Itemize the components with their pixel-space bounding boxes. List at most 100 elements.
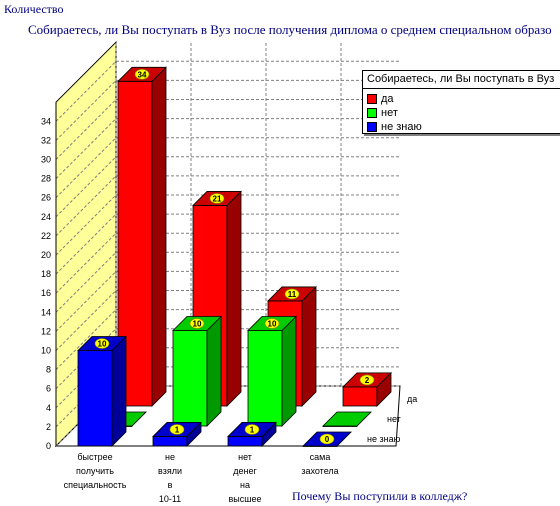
y-tick-label: 20 [41, 250, 51, 260]
data-label-bubble [94, 338, 110, 349]
data-label-bubble [319, 433, 335, 445]
category-label: высшее [229, 494, 262, 504]
legend-item-ne-znayu: не знаю [367, 121, 422, 135]
data-label: 11 [288, 290, 297, 299]
bar-side [226, 190, 242, 407]
gridline-side [55, 232, 117, 294]
x-axis-title: Почему Вы поступили в колледж? [292, 489, 468, 503]
data-label: 2 [365, 376, 370, 385]
data-label: 0 [325, 435, 330, 444]
bar-top [322, 411, 372, 427]
bar-side [206, 315, 222, 427]
legend-label: да [381, 93, 394, 105]
gridline-side [55, 213, 117, 275]
depth-label: да [407, 394, 417, 404]
data-label: 10 [98, 340, 107, 349]
data-label: 10 [268, 320, 277, 329]
y-tick-label: 26 [41, 193, 51, 203]
data-label-bubble [359, 374, 375, 386]
gridline-side [55, 290, 117, 351]
bar-side [301, 285, 317, 407]
gridline-side [55, 60, 117, 122]
chart-title: Собираетесь, ли Вы поступать в Вуз после… [28, 22, 552, 37]
data-label-bubble [209, 193, 225, 204]
legend-swatch-red [367, 94, 377, 105]
legend-label: не знаю [381, 121, 422, 133]
gridline-side [55, 99, 117, 160]
y-tick-label: 8 [46, 365, 51, 375]
data-label: 10 [193, 320, 202, 329]
bar-front [172, 330, 208, 427]
y-tick-label: 30 [41, 155, 51, 165]
gridline-side [55, 156, 117, 218]
category-label: не [165, 452, 175, 462]
data-label: 21 [213, 194, 222, 203]
y-tick-label: 12 [41, 326, 51, 336]
y-tick-label: 16 [41, 288, 51, 298]
bar-front [152, 436, 188, 447]
category-label: в [168, 480, 173, 490]
y-tick-label: 6 [46, 384, 51, 394]
depth-label: не знаю [367, 434, 401, 444]
data-label-bubble [264, 318, 280, 329]
data-label-bubble [189, 318, 205, 329]
category-label: сама [310, 452, 331, 462]
y-tick-label: 22 [41, 231, 51, 241]
legend-swatch-green [367, 108, 377, 119]
bar-не-знаю-0 [77, 335, 127, 447]
gridline-side [55, 251, 117, 313]
bar-нет-3 [322, 411, 372, 427]
bar-нет-2 [247, 315, 297, 427]
category-label: нет [238, 452, 252, 462]
y-tick-label: 18 [41, 269, 51, 279]
bar-side [111, 335, 127, 447]
y-tick-label: 10 [41, 346, 51, 356]
y-tick-label: 0 [46, 441, 51, 451]
data-label: 1 [175, 425, 180, 434]
data-label: 1 [250, 425, 255, 434]
bar-да-3 [342, 371, 392, 407]
bar-front [247, 330, 283, 427]
category-label: получить [76, 466, 114, 476]
legend-label: нет [381, 107, 398, 119]
bar-front [77, 350, 113, 447]
y-tick-label: 32 [41, 135, 51, 145]
bar-front [342, 386, 378, 407]
y-tick-label: 4 [46, 403, 51, 413]
y-tick-label: 24 [41, 212, 51, 222]
depth-label: нет [387, 414, 401, 424]
category-label: специальность [64, 480, 127, 490]
category-label: 10-11 [159, 494, 181, 504]
data-label: 34 [138, 70, 147, 79]
gridline-side [55, 309, 117, 370]
data-label-bubble [134, 69, 150, 80]
gridline-side [55, 175, 117, 237]
gridline-side [55, 137, 117, 199]
gridline-side [55, 194, 117, 256]
legend-item-da: да [367, 93, 394, 107]
y-tick-label: 28 [41, 174, 51, 184]
category-label: денег [233, 466, 257, 476]
legend: Собираетесь, ли Вы поступать в Вуз да не… [362, 70, 560, 134]
data-label-bubble [244, 424, 260, 435]
category-label: быстрее [77, 452, 112, 462]
bar-side [281, 315, 297, 427]
legend-divider [363, 88, 560, 89]
y-tick-label: 14 [41, 307, 51, 317]
bar-side [151, 66, 167, 407]
data-label-bubble [169, 424, 185, 435]
gridline-side [55, 271, 117, 332]
data-label-bubble [284, 288, 300, 300]
legend-item-net: нет [367, 107, 398, 121]
gridline-side [55, 80, 117, 141]
bar-front [227, 436, 263, 447]
legend-title: Собираетесь, ли Вы поступать в Вуз [367, 73, 555, 85]
category-label: взяли [158, 466, 182, 476]
gridline-side [55, 118, 117, 179]
legend-swatch-blue [367, 122, 377, 133]
y-tick-label: 34 [41, 116, 51, 126]
